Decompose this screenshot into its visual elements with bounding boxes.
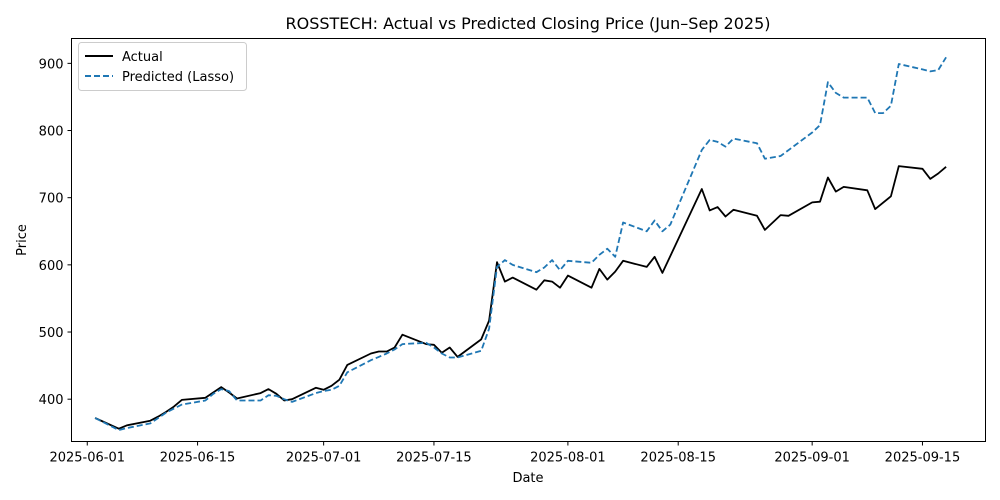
x-axis-ticks: 2025-06-01 2025-06-15 2025-07-01 2025-07-15… (49, 441, 961, 466)
legend-label-predicted: Predicted (Lasso) (122, 70, 234, 85)
y-tick-label: 900 (39, 57, 64, 72)
series-layer (94, 56, 947, 432)
x-tick-label: 2025-09-15 (885, 451, 961, 466)
series-line-actual (94, 165, 947, 430)
x-tick-label: 2025-07-15 (396, 451, 472, 466)
series-line-predicted (94, 56, 947, 432)
y-tick-label: 600 (39, 259, 64, 274)
y-tick-label: 400 (39, 393, 64, 408)
x-tick-label: 2025-06-15 (160, 451, 236, 466)
y-axis-ticks: 400 500 600 700 800 900 (39, 57, 72, 408)
legend: Actual Predicted (Lasso) (78, 42, 247, 91)
x-tick-label: 2025-07-01 (286, 451, 362, 466)
chart-title: ROSSTECH: Actual vs Predicted Closing Pr… (285, 14, 770, 33)
y-tick-label: 500 (39, 326, 64, 341)
x-axis-label: Date (512, 471, 543, 486)
y-tick-label: 700 (39, 192, 64, 207)
legend-box (78, 42, 247, 91)
x-tick-label: 2025-09-01 (774, 451, 850, 466)
x-tick-label: 2025-06-01 (49, 451, 125, 466)
legend-label-actual: Actual (122, 50, 163, 65)
y-axis-label: Price (15, 224, 30, 256)
x-tick-label: 2025-08-01 (530, 451, 606, 466)
plot-area (71, 38, 986, 442)
y-tick-label: 800 (39, 125, 64, 140)
plot-frame (71, 38, 986, 442)
x-tick-label: 2025-08-15 (640, 451, 716, 466)
